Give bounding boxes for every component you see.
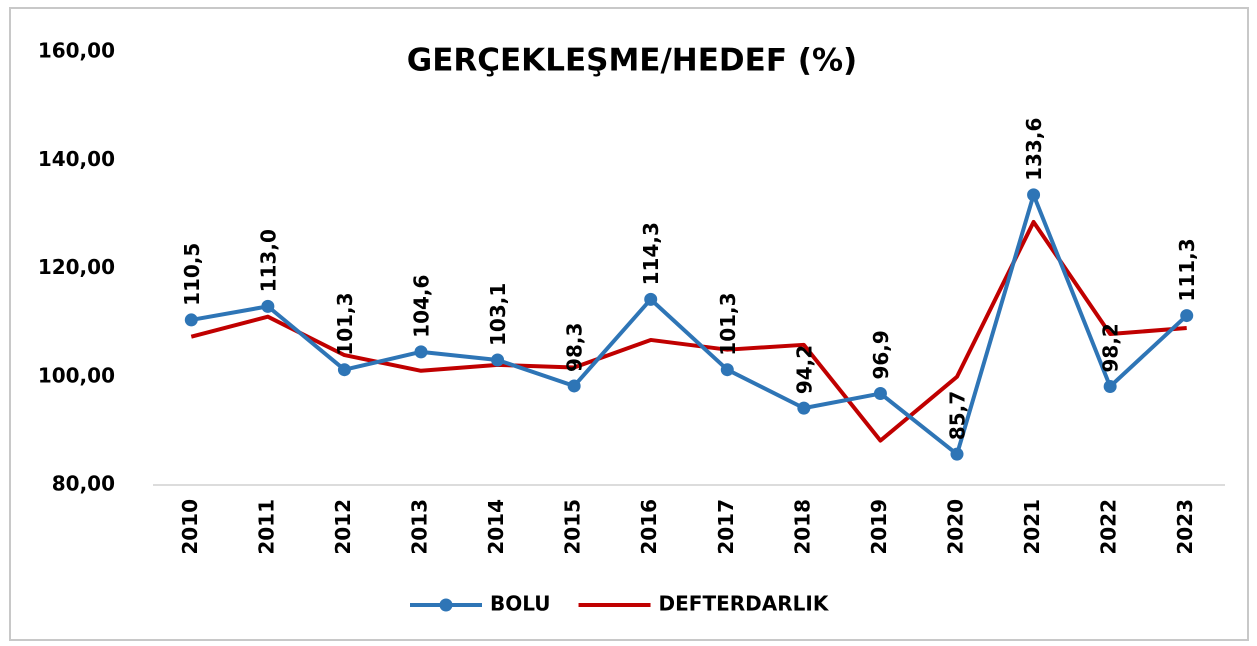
chart-title: GERÇEKLEŞME/HEDEF (%) [407,43,857,79]
data-label: 104,6 [410,275,434,338]
data-label: 85,7 [946,391,970,440]
data-point [184,313,198,327]
data-point [950,447,964,461]
data-point [644,292,658,306]
data-label: 114,3 [639,222,663,285]
data-label: 103,1 [486,283,510,346]
data-label: 110,5 [180,243,204,306]
data-label: 101,3 [333,292,357,355]
data-point [337,363,351,377]
y-tick-label: 140,00 [38,147,115,171]
x-tick-label: 2020 [944,499,968,555]
x-tick-label: 2023 [1173,499,1197,555]
x-tick-label: 2018 [790,499,814,555]
x-tick-label: 2012 [331,499,355,555]
x-tick-label: 2019 [867,499,891,555]
data-point [567,379,581,393]
data-point [491,353,505,367]
data-label: 113,0 [256,229,280,292]
data-label: 133,6 [1022,118,1046,181]
data-label: 101,3 [716,292,740,355]
series-line [190,192,1189,457]
data-label: 98,3 [563,323,587,372]
y-tick-label: 160,00 [38,39,115,63]
series-line [190,219,1187,443]
x-tick-label: 2022 [1097,499,1121,555]
x-tick-label: 2016 [637,499,661,555]
legend-marker [439,598,453,612]
data-label: 96,9 [869,330,893,379]
data-point [414,345,428,359]
data-point [1103,379,1117,393]
legend-label: BOLU [490,592,551,616]
x-tick-label: 2017 [714,499,738,555]
x-tick-label: 2011 [254,499,278,555]
x-tick-label: 2021 [1020,499,1044,555]
y-tick-label: 120,00 [38,255,115,279]
data-label: 111,3 [1175,238,1199,301]
data-point [261,299,275,313]
x-tick-label: 2013 [408,499,432,555]
data-point [797,401,811,415]
data-point [873,387,887,401]
y-tick-label: 80,00 [52,472,115,496]
data-label: 94,2 [792,345,816,394]
data-point [720,363,734,377]
data-point [1027,188,1041,202]
x-tick-label: 2010 [178,499,202,555]
y-tick-label: 100,00 [38,363,115,387]
x-tick-label: 2014 [484,499,508,555]
data-label: 98,2 [1099,323,1123,372]
legend-label: DEFTERDARLIK [659,592,830,616]
x-tick-label: 2015 [561,499,585,555]
data-point [1180,309,1194,323]
